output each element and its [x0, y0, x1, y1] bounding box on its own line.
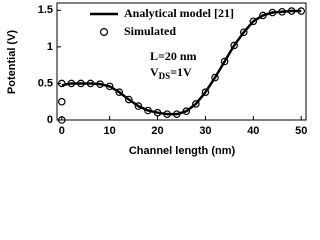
- scatter-point: [211, 73, 219, 82]
- scatter-point: [86, 79, 95, 88]
- scatter-point: [153, 108, 162, 117]
- y-tick-label: 1.5: [38, 4, 53, 16]
- scatter-point: [182, 107, 191, 116]
- plot-frame: [56, 2, 307, 121]
- y-tick-label: 0.5: [38, 77, 53, 89]
- scatter-point: [259, 11, 267, 20]
- annotation: L=20 nm: [150, 49, 197, 63]
- scatter-point: [105, 82, 114, 91]
- y-tick-label: 1: [47, 41, 53, 53]
- scatter-point: [144, 106, 152, 115]
- scatter-point: [57, 97, 66, 106]
- annotation-part: DS: [159, 71, 171, 81]
- scatter-point: [77, 79, 85, 88]
- scatter-point: [125, 95, 133, 104]
- scatter-point: [278, 7, 286, 16]
- scatter-point: [115, 88, 124, 97]
- x-tick-label: 30: [199, 125, 211, 137]
- x-tick-label: 20: [151, 125, 163, 137]
- scatter-point: [268, 8, 277, 17]
- scatter-point: [287, 7, 296, 15]
- scatter-point: [201, 88, 210, 97]
- scatter-point: [172, 110, 181, 118]
- legend-marker: [99, 27, 109, 37]
- y-axis-label: Potential (V): [6, 30, 18, 95]
- scatter-point: [230, 41, 238, 50]
- annotation: VDS=1V: [150, 65, 192, 81]
- scatter-point: [96, 80, 104, 88]
- x-tick-label: 10: [104, 125, 116, 137]
- scatter-point: [249, 17, 258, 26]
- scatter-point: [239, 28, 248, 37]
- legend-label: Simulated: [124, 24, 176, 38]
- annotation-part: V: [150, 65, 159, 79]
- scatter-point: [297, 7, 306, 15]
- x-tick-label: 40: [247, 125, 259, 137]
- legend-label: Analytical model [21]: [124, 6, 234, 20]
- x-axis-label: Channel length (nm): [129, 145, 236, 157]
- x-tick-label: 50: [295, 125, 307, 137]
- annotation-part: =1V: [170, 65, 192, 79]
- chart: Potential (V) Channel length (nm) L=20 n…: [6, 2, 307, 157]
- scatter-point: [163, 110, 171, 118]
- x-tick-label: 0: [59, 125, 65, 137]
- scatter-point: [192, 100, 200, 108]
- y-tick-label: 0: [47, 114, 53, 126]
- scatter-point: [57, 79, 66, 88]
- scatter-point: [67, 79, 76, 88]
- scatter-point: [134, 102, 143, 110]
- scatter-point: [220, 57, 229, 66]
- scatter-point: [57, 116, 66, 124]
